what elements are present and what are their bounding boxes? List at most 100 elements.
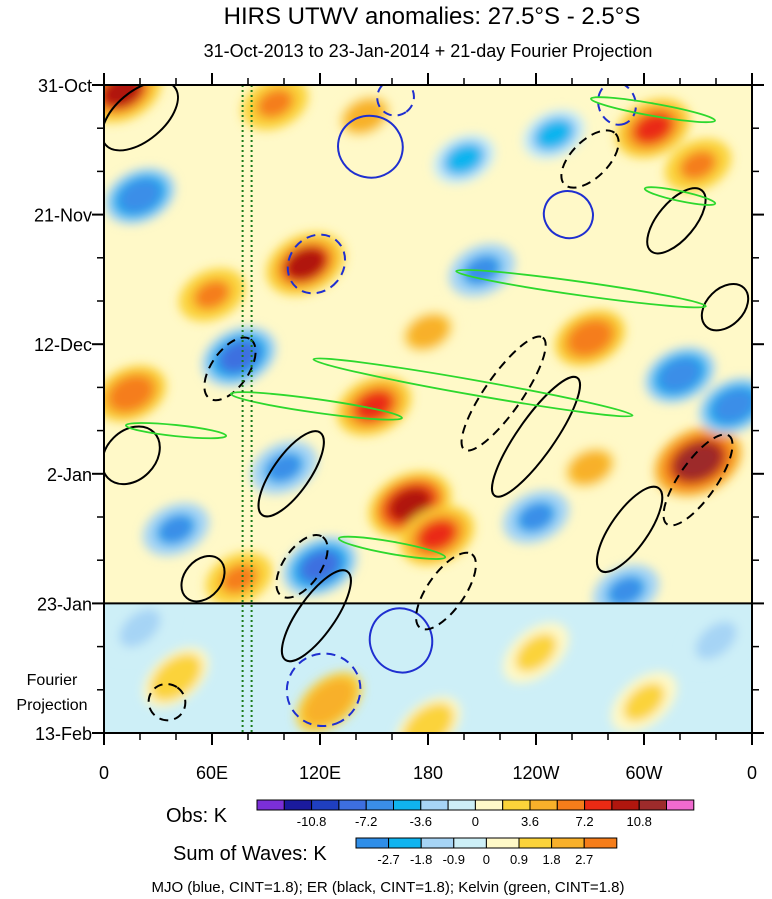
obs-anomaly-blob-25-3 xyxy=(448,146,480,172)
fc-anomaly-blob-2-2 xyxy=(515,633,557,672)
mjo-contour-3 xyxy=(368,607,434,674)
er-contour-13 xyxy=(415,551,477,631)
kelvin-contour-3 xyxy=(590,96,716,124)
er-contour-12 xyxy=(646,187,707,255)
obs-anomaly-blob-12-3 xyxy=(389,488,431,522)
mjo-contour-2 xyxy=(542,190,594,240)
x-tick-label-5: 60W xyxy=(625,763,662,783)
obs-colorbar-cell-12 xyxy=(584,799,613,811)
obs-anomaly-blob-14-3 xyxy=(222,565,256,592)
er-contour-14 xyxy=(700,283,750,332)
mjo-contour-5 xyxy=(376,85,415,117)
obs-colorbar-cell-2 xyxy=(311,799,340,811)
contours-mjo xyxy=(285,85,637,728)
contours-kelvin xyxy=(124,96,717,560)
obs-colorbar-cell-6 xyxy=(420,799,449,811)
obs-anomaly-blob-23-3 xyxy=(609,577,643,604)
obs-colorbar-level-4: 3.6 xyxy=(521,814,539,829)
mjo-contour-6 xyxy=(597,85,637,126)
waves-colorbar-level-3: 0 xyxy=(483,852,490,867)
waves-colorbar-level-6: 2.7 xyxy=(575,852,593,867)
obs-anomaly-blob-20-3 xyxy=(662,361,698,390)
obs-colorbar-level-5: 7.2 xyxy=(576,814,594,829)
projected-anomaly-field xyxy=(104,604,752,733)
obs-colorbar-level-0: -10.8 xyxy=(297,814,327,829)
er-contour-8 xyxy=(491,375,581,498)
obs-colorbar-cell-0 xyxy=(256,799,285,811)
obs-anomaly-blob-1-3 xyxy=(258,90,292,117)
vertical-markers xyxy=(241,85,253,733)
contours-er xyxy=(104,85,750,722)
wave-contours xyxy=(104,85,750,728)
obs-anomaly-blob-15-3 xyxy=(574,455,606,480)
obs-anomaly-blob-8-3 xyxy=(572,324,608,353)
x-axis: 0 60E 120E 180 120W 60W 0 xyxy=(99,73,757,783)
mjo-contour-1 xyxy=(286,233,347,295)
obs-anomaly-blob-7-3 xyxy=(412,319,444,345)
waves-colorbar-level-1: -1.8 xyxy=(410,852,432,867)
waves-colorbar-cell-2 xyxy=(420,837,455,849)
er-contour-3 xyxy=(203,336,257,402)
fc-anomaly-blob-4-2 xyxy=(407,707,449,733)
obs-anomaly-blob-16-3 xyxy=(122,182,158,211)
obs-anomaly-blob-21-3 xyxy=(159,516,193,543)
y-tick-label-2: 12-Dec xyxy=(34,335,92,355)
er-contour-15 xyxy=(147,682,187,722)
obs-anomaly-blob-24-3 xyxy=(716,391,752,420)
obs-anomaly-blob-6-3 xyxy=(195,281,229,309)
obs-anomaly-blob-3-3 xyxy=(634,113,672,144)
er-contour-9 xyxy=(595,485,664,573)
er-contour-6 xyxy=(280,569,352,663)
chart-subtitle: 31-Oct-2013 to 23-Jan-2014 + 21-day Four… xyxy=(204,41,653,61)
forecast-label-line-2: Projection xyxy=(16,697,87,714)
obs-colorbar-cell-5 xyxy=(393,799,422,811)
y-axis: 31-Oct 21-Nov 12-Dec 2-Jan 23-Jan 13-Feb xyxy=(34,76,764,744)
obs-anomaly-blob-4-3 xyxy=(681,152,715,179)
fc-anomaly-blobs xyxy=(107,604,749,733)
waves-colorbar-cell-3 xyxy=(453,837,487,849)
x-tick-label-0: 0 xyxy=(99,763,109,783)
obs-colorbar-level-6: 10.8 xyxy=(627,814,652,829)
obs-colorbar-label: Obs: K xyxy=(166,805,228,827)
obs-colorbar-level-3: 0 xyxy=(472,814,479,829)
x-tick-label-3: 180 xyxy=(413,763,443,783)
kelvin-contour-6 xyxy=(643,186,717,206)
obs-anomaly-blob-11-3 xyxy=(676,444,720,479)
x-tick-label-6: 0 xyxy=(747,763,757,783)
er-contour-10 xyxy=(662,433,734,527)
obs-colorbar-cell-11 xyxy=(556,799,586,811)
obs-anomaly-blob-5-3 xyxy=(286,248,326,280)
obs-colorbar-level-1: -7.2 xyxy=(355,814,377,829)
chart-title: HIRS UTWV anomalies: 27.5°S - 2.5°S xyxy=(224,3,641,30)
kelvin-contour-1 xyxy=(229,391,403,421)
footnote: MJO (blue, CINT=1.8); ER (black, CINT=1.… xyxy=(151,879,624,896)
waves-colorbar-cell-5 xyxy=(518,837,553,849)
er-contour-5 xyxy=(275,534,329,599)
obs-anomaly-blob-13-3 xyxy=(418,520,456,551)
er-contour-0 xyxy=(104,85,179,152)
forecast-label-line-1: Fourier xyxy=(27,672,78,689)
kelvin-contour-2 xyxy=(455,268,707,309)
obs-colorbar-cell-1 xyxy=(283,799,313,811)
obs-colorbar-cell-13 xyxy=(611,799,640,811)
obs-anomaly-blob-0-3 xyxy=(104,85,142,107)
x-tick-label-2: 120E xyxy=(299,763,341,783)
er-contour-4 xyxy=(257,430,325,518)
fc-anomaly-blob-5-2 xyxy=(119,609,161,648)
y-tick-label-3: 2-Jan xyxy=(47,465,92,485)
waves-colorbar: -2.7 -1.8 -0.9 0 0.9 1.8 2.7 xyxy=(355,837,618,867)
observed-anomaly-field xyxy=(104,85,752,604)
y-tick-label-1: 21-Nov xyxy=(34,206,92,226)
obs-anomaly-blob-22-3 xyxy=(301,551,339,582)
obs-colorbar: -10.8 -7.2 -3.6 0 3.6 7.2 10.8 xyxy=(256,799,695,829)
er-contour-11 xyxy=(560,129,620,189)
waves-colorbar-level-4: 0.9 xyxy=(510,852,528,867)
er-contour-2 xyxy=(180,555,226,603)
waves-colorbar-level-5: 1.8 xyxy=(543,852,561,867)
fc-anomaly-blob-3-2 xyxy=(623,683,665,722)
obs-colorbar-cell-7 xyxy=(447,799,476,811)
waves-colorbar-cell-6 xyxy=(551,837,585,849)
kelvin-contour-4 xyxy=(337,535,447,560)
waves-colorbar-cell-1 xyxy=(388,837,422,849)
er-contour-1 xyxy=(104,425,161,486)
